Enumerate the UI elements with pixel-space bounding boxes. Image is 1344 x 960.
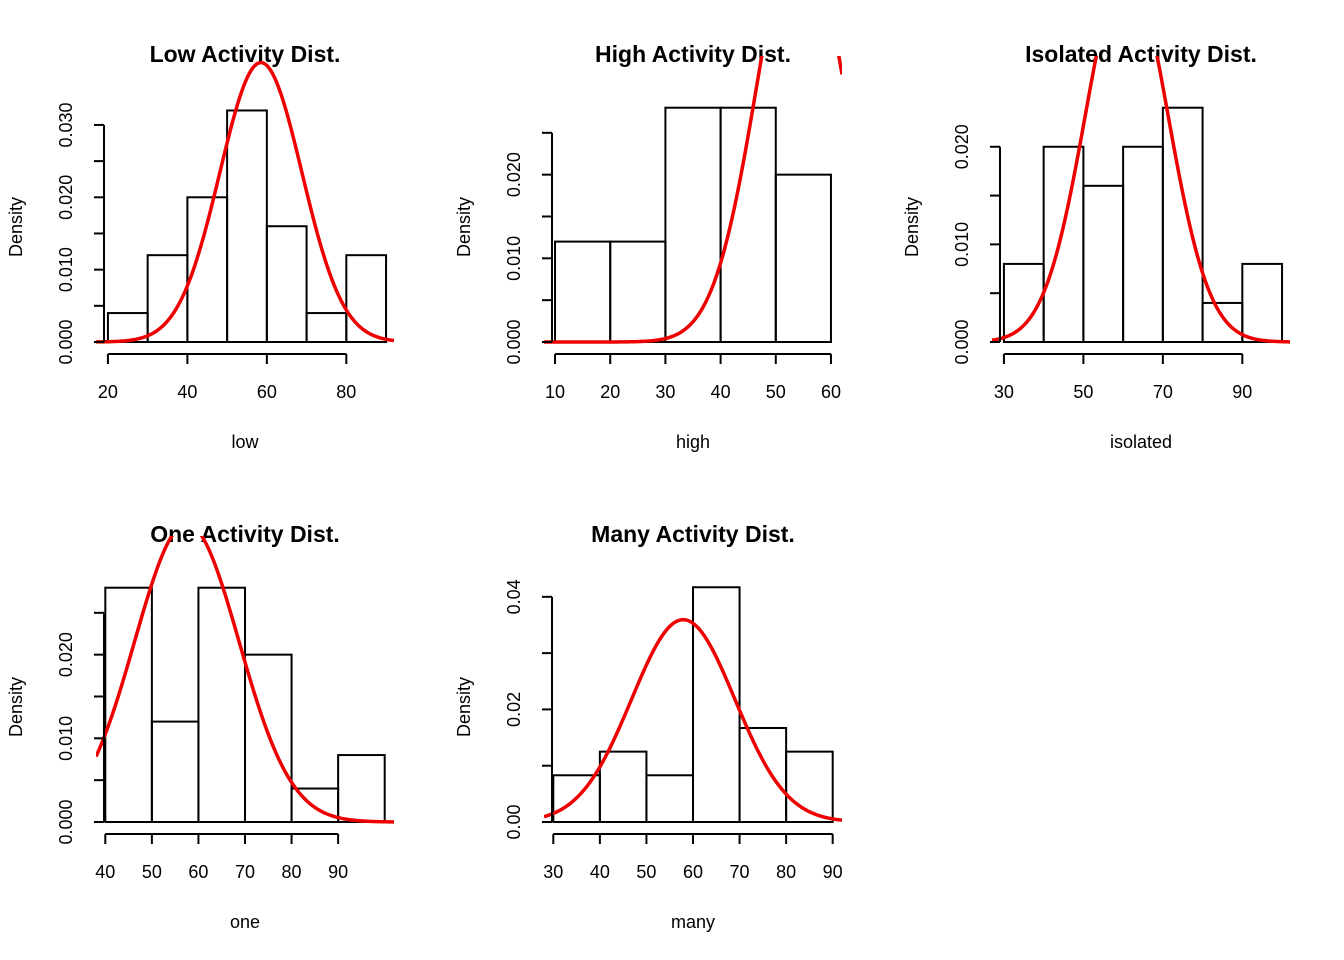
histogram-bar [692,586,741,824]
panel-title: Low Activity Dist. [150,41,341,67]
x-tick-label: 60 [683,862,703,882]
panel-title: High Activity Dist. [595,41,791,67]
x-axis-label: high [676,432,710,452]
histogram-panel: Isolated Activity Dist. 30 50 70 90 0.000 0.01… [902,41,1290,452]
histogram-bar [645,774,694,824]
y-tick-label: 0.020 [56,175,76,220]
histogram-bar [305,312,348,344]
normal-density-curve [96,536,394,824]
x-tick-label: 80 [776,862,796,882]
x-tick-label: 60 [821,382,841,402]
x-axis-label: many [671,912,715,932]
x-tick-label: 80 [336,382,356,402]
x-axis-label: low [231,432,259,452]
y-tick-label: 0.02 [504,692,524,727]
y-tick-label: 0.010 [56,716,76,761]
y-tick-label: 0.04 [504,579,524,614]
y-axis-label: Density [6,677,26,737]
normal-density-curve [544,617,842,822]
panel-title: Isolated Activity Dist. [1025,41,1257,67]
histogram-bar [226,109,268,344]
histogram-bar [345,254,388,343]
y-tick-label: 0.020 [56,632,76,677]
histogram-bar [738,726,788,823]
x-tick-label: 30 [543,862,563,882]
y-tick-label: 0.020 [504,152,524,197]
x-tick-label: 60 [188,862,208,882]
normal-density-curve [992,56,1290,344]
x-tick-label: 10 [545,382,565,402]
x-tick-label: 90 [328,862,348,882]
histogram-bar [150,720,200,824]
histogram-bar [1201,301,1244,344]
x-tick-label: 50 [766,382,786,402]
y-tick-label: 0.010 [504,236,524,281]
histogram-bar [197,586,246,824]
x-tick-label: 70 [235,862,255,882]
histogram-bar [554,240,612,344]
x-tick-label: 70 [1153,382,1173,402]
x-tick-label: 40 [177,382,197,402]
normal-density-curve [544,56,842,344]
histogram-bar [609,240,667,344]
y-tick-label: 0.000 [56,319,76,364]
histogram-bar [774,173,832,343]
normal-density-curve [96,60,394,344]
y-tick-label: 0.010 [56,247,76,292]
x-tick-label: 80 [282,862,302,882]
y-tick-label: 0.00 [504,804,524,839]
x-tick-label: 20 [98,382,118,402]
y-tick-label: 0.000 [952,319,972,364]
y-axis-label: Density [454,677,474,737]
histogram-bar [1161,106,1204,344]
x-tick-label: 40 [711,382,731,402]
x-tick-label: 60 [257,382,277,402]
y-axis-label: Density [6,197,26,257]
x-tick-label: 30 [655,382,675,402]
histogram-bar [1042,145,1085,343]
histogram-panel: One Activity Dist. 40 50 60 70 80 90 0.000 0.010… [6,521,394,932]
histogram-bar [1241,262,1284,343]
panel-title: Many Activity Dist. [591,521,795,547]
y-axis-label: Density [454,197,474,257]
y-tick-label: 0.000 [504,319,524,364]
histogram-bar [337,754,386,823]
x-axis-label: one [230,912,260,932]
x-tick-label: 50 [636,862,656,882]
y-tick-label: 0.010 [952,222,972,267]
y-tick-label: 0.030 [56,102,76,147]
histogram-bar [265,225,308,343]
x-tick-label: 90 [1232,382,1252,402]
y-axis-label: Density [902,197,922,257]
panel-title: One Activity Dist. [150,521,340,547]
histogram-bar [104,586,153,824]
histogram-bar [1122,145,1164,343]
histogram-panel: Many Activity Dist. 30 40 50 60 70 80 90 0.00 0.0… [454,521,843,932]
x-tick-label: 40 [590,862,610,882]
histogram-bar [664,106,722,344]
histogram-bar [598,750,648,823]
x-axis-label: isolated [1110,432,1172,452]
x-tick-label: 20 [600,382,620,402]
histogram-panel: High Activity Dist. 10 20 30 40 50 60 0.000 0.01… [454,41,842,452]
x-tick-label: 90 [823,862,843,882]
histogram-panel: Low Activity Dist. 20 40 60 80 0.000 0.010 0.02… [6,41,394,452]
histogram-bar [1082,184,1125,343]
x-tick-label: 50 [142,862,162,882]
y-tick-label: 0.020 [952,124,972,169]
x-tick-label: 30 [994,382,1014,402]
histogram-bar [244,653,293,824]
histogram-bar [785,750,834,823]
x-tick-label: 40 [95,862,115,882]
x-tick-label: 70 [730,862,750,882]
y-tick-label: 0.000 [56,799,76,844]
x-tick-label: 50 [1073,382,1093,402]
